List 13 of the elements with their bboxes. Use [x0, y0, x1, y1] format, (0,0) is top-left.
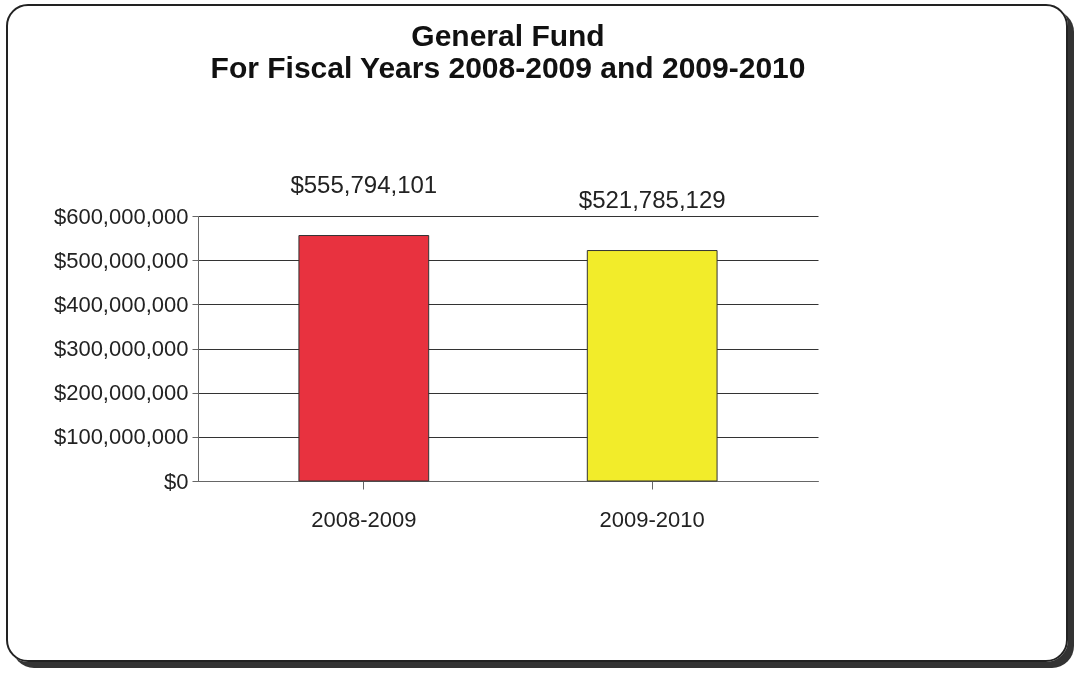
x-tick-label: 2009-2010 — [599, 506, 705, 532]
y-tick-label: $500,000,000 — [53, 247, 189, 273]
y-tick-label: $100,000,000 — [53, 424, 189, 450]
y-tick-label: $300,000,000 — [53, 336, 189, 361]
text: General Fund — [411, 18, 605, 52]
y-tick-label: $0 — [164, 468, 189, 494]
data-label: $555,794,101 — [290, 170, 438, 198]
text: For Fiscal Years 2008-2009 and 2009-2010 — [210, 50, 806, 84]
y-tick-label: $200,000,000 — [53, 380, 189, 406]
x-tick-label: 2008-2009 — [311, 506, 417, 532]
data-label: $521,785,129 — [578, 185, 726, 213]
y-tick-label: $600,000,000 — [53, 203, 189, 229]
y-tick-label: $400,000,000 — [53, 291, 189, 317]
